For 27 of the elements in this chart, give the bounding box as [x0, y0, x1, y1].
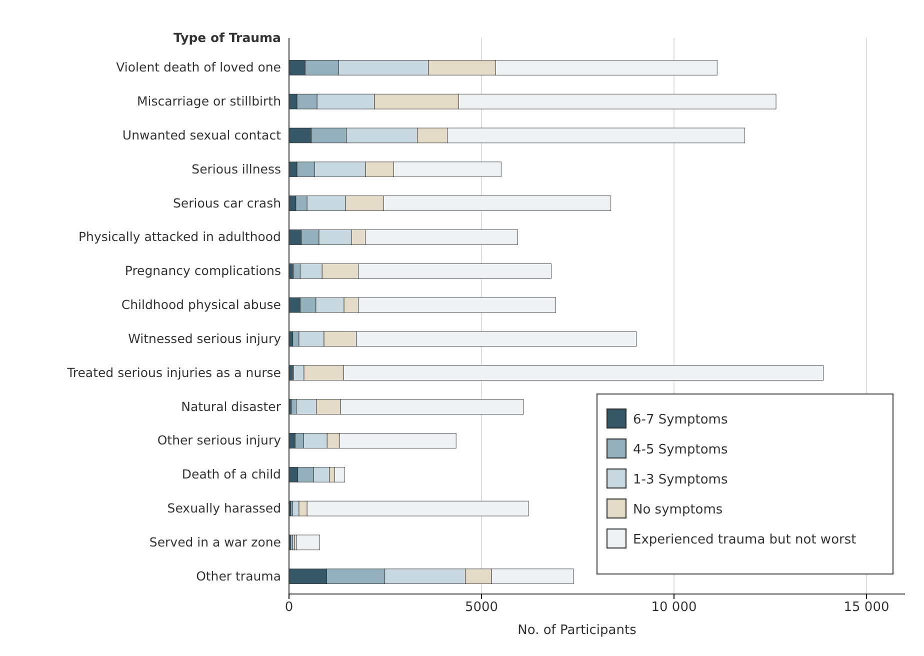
x-tick-label: 5000	[464, 600, 498, 616]
y-tick-label: Serious illness	[192, 161, 281, 176]
legend-label: 4-5 Symptoms	[633, 442, 728, 458]
y-tick-label: Served in a war zone	[149, 534, 282, 550]
y-tick-label: Unwanted sexual contact	[122, 127, 282, 142]
x-axis-title: No. of Participants	[518, 623, 637, 638]
y-tick-label: Serious car crash	[172, 195, 281, 210]
y-tick-label: Violent death of loved one	[116, 60, 282, 75]
y-tick-label: Natural disaster	[181, 398, 282, 414]
y-axis-title: Type of Trauma	[174, 30, 281, 45]
legend-label: 6-7 Symptoms	[633, 412, 728, 428]
x-tick-label: 0	[284, 600, 294, 616]
y-tick-label: Physically attacked in adulthood	[78, 229, 281, 244]
x-tick-label: 10 000	[651, 600, 697, 616]
y-tick-label: Other serious injury	[157, 432, 282, 448]
y-tick-label: Death of a child	[182, 466, 281, 482]
y-tick-label: Miscarriage or stillbirth	[136, 94, 281, 109]
y-tick-label: Other trauma	[196, 568, 281, 584]
legend-label: 1-3 Symptoms	[633, 472, 728, 488]
y-tick-label: Pregnancy complications	[124, 263, 281, 278]
legend-label: No symptoms	[633, 502, 723, 518]
y-tick-label: Childhood physical abuse	[121, 297, 282, 312]
y-tick-label: Witnessed serious injury	[128, 330, 282, 346]
x-tick-label: 15 000	[844, 600, 890, 616]
legend-label: Experienced trauma but not worst	[633, 532, 856, 548]
y-tick-label: Treated serious injuries as a nurse	[66, 364, 282, 380]
y-tick-label: Sexually harassed	[167, 500, 281, 516]
